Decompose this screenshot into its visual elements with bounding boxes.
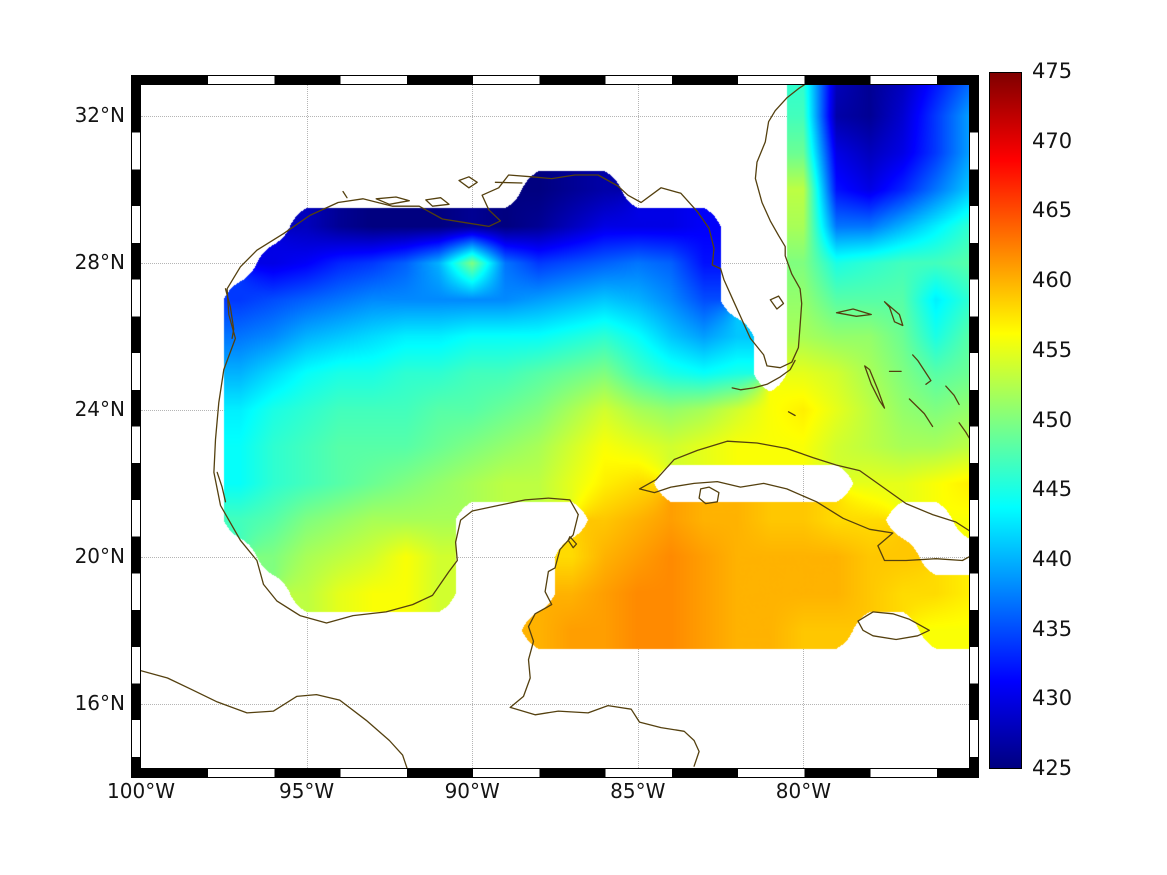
- colorbar-tick-label: 450: [1032, 407, 1073, 432]
- coastline-svg: [141, 85, 969, 768]
- coastline-cay-sal: [787, 411, 796, 417]
- colorbar-tick-label: 425: [1032, 756, 1073, 780]
- frame-band-bottom: [131, 768, 979, 778]
- colorbar-tick-label: 435: [1032, 616, 1073, 641]
- colorbar-tick-label: 475: [1032, 59, 1073, 83]
- colorbar-tick-label: 460: [1032, 268, 1073, 293]
- x-tick-label: 80°W: [775, 779, 831, 803]
- frame-band-right: [969, 85, 979, 768]
- y-tick-label: 32°N: [74, 103, 125, 128]
- coastline-long-island: [958, 422, 969, 439]
- coastline-eleuthera: [912, 354, 932, 385]
- coastline-tamiahua-lagoon: [216, 471, 227, 503]
- coastline-yucatan-east-belize: [509, 513, 579, 709]
- x-tick-label: 90°W: [444, 779, 500, 803]
- coastline-cozumel: [567, 536, 578, 549]
- colorbar-tick-label: 465: [1032, 198, 1073, 223]
- map-area: [141, 85, 969, 768]
- coastline-cuba: [638, 440, 969, 562]
- frame-band-top: [131, 75, 979, 85]
- coastline-louisiana-marsh-2: [425, 197, 450, 207]
- coastline-isla-juventud: [698, 486, 720, 505]
- colorbar-tick-label: 440: [1032, 546, 1073, 571]
- x-tick-label: 85°W: [610, 779, 666, 803]
- coastline-sabine-lake: [342, 190, 348, 199]
- heatmap-canvas: [141, 85, 969, 768]
- coastline-jamaica: [857, 611, 930, 641]
- colorbar-tick-label: 445: [1032, 477, 1073, 502]
- x-tick-label: 100°W: [107, 779, 175, 803]
- coastline-exuma-chain: [908, 398, 934, 428]
- colorbar-tick-label: 470: [1032, 128, 1073, 153]
- colorbar: [989, 72, 1022, 769]
- coastline-florida-keys: [731, 359, 796, 391]
- coastline-mississippi-sound: [494, 181, 523, 184]
- coastline-lake-pontchartrain: [458, 176, 478, 189]
- coastline-louisiana-marsh-1: [375, 196, 410, 205]
- y-tick-label: 24°N: [74, 396, 125, 421]
- frame-band-left: [131, 85, 141, 768]
- coastline-cat-island: [945, 385, 960, 406]
- coastline-andros: [864, 365, 886, 409]
- coastline-grand-bahama: [835, 308, 872, 317]
- y-tick-label: 16°N: [74, 690, 125, 715]
- coastline-texas-laguna-madre: [224, 288, 235, 340]
- coastline-abaco: [883, 301, 904, 327]
- x-tick-label: 95°W: [278, 779, 335, 803]
- coastline-pacific-coast: [141, 670, 408, 768]
- y-tick-label: 20°N: [74, 543, 125, 568]
- colorbar-tick-label: 430: [1032, 686, 1073, 711]
- coastline-na-gulf-atlantic-coast: [213, 85, 806, 624]
- colorbar-tick-label: 455: [1032, 337, 1073, 362]
- coastline-lake-okeechobee: [769, 295, 785, 310]
- coastline-honduras-coast: [509, 704, 700, 767]
- y-tick-label: 28°N: [74, 250, 125, 275]
